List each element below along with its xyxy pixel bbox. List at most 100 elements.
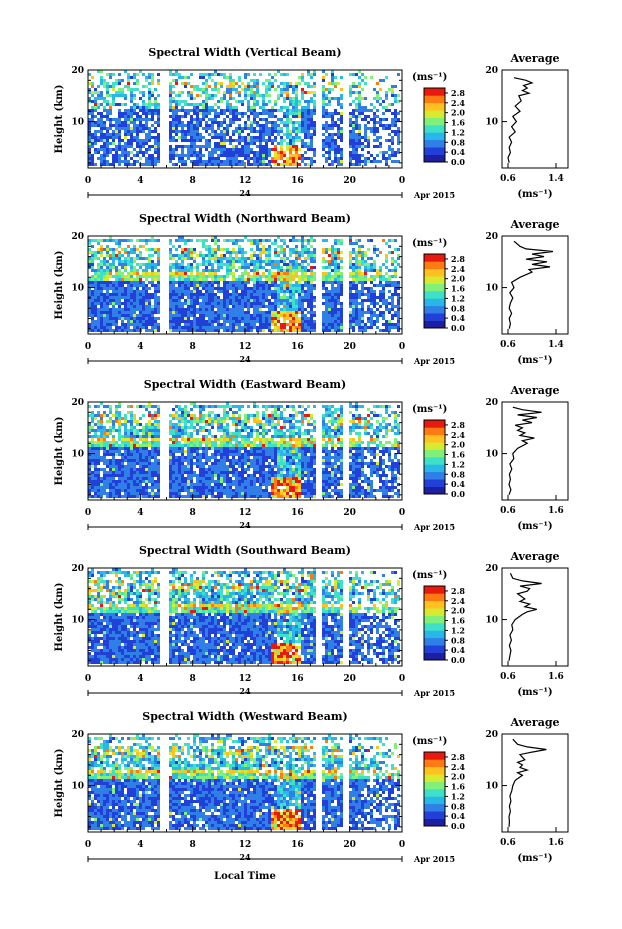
colorbar-tick-label: 0.0 bbox=[451, 489, 465, 499]
colorbar: (ms⁻¹) 2.82.42.01.61.20.80.40.0 bbox=[412, 72, 465, 167]
avg-y-tick-label: 20 bbox=[485, 730, 498, 740]
average-panel: Average 20 10 0.6 1.6 (ms⁻¹) bbox=[485, 550, 569, 698]
colorbar: (ms⁻¹) 2.82.42.01.61.20.80.40.0 bbox=[412, 736, 465, 831]
panel-2: Spectral Width (Northward Beam) 20 10 Heigh… bbox=[54, 212, 569, 366]
average-panel: Average 20 10 0.6 1.6 (ms⁻¹) bbox=[485, 716, 569, 864]
colorbar-swatch bbox=[424, 95, 445, 104]
colorbar-swatch bbox=[424, 645, 445, 653]
y-axis-label: Height (km) bbox=[54, 251, 65, 320]
colorbar-tick-label: 1.6 bbox=[451, 782, 465, 792]
colorbar-tick-label: 1.2 bbox=[451, 791, 465, 801]
avg-x-tick-label: 1.4 bbox=[548, 174, 564, 184]
average-title: Average bbox=[509, 52, 559, 65]
average-profile-line bbox=[508, 572, 542, 661]
x-tick-label: 20 bbox=[343, 508, 356, 518]
heatmap bbox=[88, 402, 400, 498]
avg-y-tick-label: 20 bbox=[485, 66, 498, 76]
y-axis-label: Height (km) bbox=[54, 749, 65, 818]
average-frame bbox=[501, 567, 569, 667]
x-tick-label: 12 bbox=[239, 176, 252, 186]
average-frame bbox=[501, 235, 569, 335]
heatmap bbox=[88, 70, 400, 166]
panel-1: Spectral Width (Vertical Beam) 20 10 Height… bbox=[54, 46, 569, 200]
colorbar-swatch bbox=[424, 420, 445, 428]
colorbar-swatch bbox=[424, 261, 445, 270]
panel-title: Spectral Width (Westward Beam) bbox=[142, 710, 347, 723]
y-tick-label: 20 bbox=[71, 564, 84, 574]
average-panel: Average 20 10 0.6 1.4 (ms⁻¹) bbox=[485, 52, 569, 200]
colorbar-swatch bbox=[424, 818, 445, 827]
colorbar-tick-label: 2.4 bbox=[451, 98, 465, 108]
average-unit-label: (ms⁻¹) bbox=[517, 189, 552, 200]
colorbar-swatch bbox=[424, 427, 445, 436]
colorbar-swatch bbox=[424, 125, 445, 133]
colorbar-swatch bbox=[424, 298, 445, 307]
colorbar-swatch bbox=[424, 789, 445, 797]
y-tick-label: 10 bbox=[71, 284, 84, 294]
avg-y-tick-label: 10 bbox=[485, 450, 498, 460]
average-unit-label: (ms⁻¹) bbox=[517, 355, 552, 366]
colorbar-tick-label: 0.0 bbox=[451, 821, 465, 831]
avg-x-tick-label: 0.6 bbox=[500, 838, 516, 848]
x-tick-label: 8 bbox=[190, 674, 196, 684]
colorbar-tick-label: 2.8 bbox=[451, 88, 465, 98]
avg-y-tick-label: 10 bbox=[485, 284, 498, 294]
colorbar-tick-label: 2.0 bbox=[451, 108, 465, 118]
colorbar-tick-label: 2.4 bbox=[451, 430, 465, 440]
y-tick-label: 10 bbox=[71, 450, 84, 460]
average-panel: Average 20 10 0.6 1.4 (ms⁻¹) bbox=[485, 218, 569, 366]
colorbar: (ms⁻¹) 2.82.42.01.61.20.80.40.0 bbox=[412, 404, 465, 499]
colorbar-swatch bbox=[424, 254, 445, 262]
colorbar-swatch bbox=[424, 637, 445, 646]
colorbar-tick-label: 1.6 bbox=[451, 118, 465, 128]
y-tick-label: 10 bbox=[71, 118, 84, 128]
x-tick-label: 16 bbox=[291, 508, 304, 518]
heatmap bbox=[88, 568, 400, 664]
avg-y-tick-label: 10 bbox=[485, 616, 498, 626]
avg-y-tick-label: 20 bbox=[485, 398, 498, 408]
panel-title: Spectral Width (Vertical Beam) bbox=[148, 46, 341, 59]
colorbar-tick-label: 0.0 bbox=[451, 655, 465, 665]
x-tick-label: 12 bbox=[239, 342, 252, 352]
avg-y-tick-label: 20 bbox=[485, 232, 498, 242]
avg-x-tick-label: 0.6 bbox=[500, 506, 516, 516]
colorbar-tick-label: 1.6 bbox=[451, 450, 465, 460]
average-panel: Average 20 10 0.6 1.6 (ms⁻¹) bbox=[485, 384, 569, 532]
colorbar-swatch bbox=[424, 623, 445, 631]
x-tick-label: 20 bbox=[343, 674, 356, 684]
colorbar-unit: (ms⁻¹) bbox=[412, 72, 447, 83]
x-tick-label: 12 bbox=[239, 508, 252, 518]
colorbar-swatch bbox=[424, 600, 445, 609]
colorbar-unit: (ms⁻¹) bbox=[412, 238, 447, 249]
average-profile-line bbox=[507, 77, 534, 163]
y-axis-label: Height (km) bbox=[54, 85, 65, 154]
date-label: Apr 2015 bbox=[413, 522, 455, 532]
colorbar-tick-label: 2.4 bbox=[451, 762, 465, 772]
colorbar-frame bbox=[423, 87, 446, 163]
colorbar-swatch bbox=[424, 102, 445, 111]
avg-x-tick-label: 1.6 bbox=[548, 672, 564, 682]
colorbar-tick-label: 2.8 bbox=[451, 420, 465, 430]
avg-x-tick-label: 1.6 bbox=[548, 838, 564, 848]
x-tick-label: 4 bbox=[137, 674, 143, 684]
x-tick-label: 0 bbox=[399, 674, 405, 684]
x-tick-label: 0 bbox=[399, 508, 405, 518]
avg-x-tick-label: 0.6 bbox=[500, 340, 516, 350]
colorbar-swatch bbox=[424, 464, 445, 473]
colorbar-tick-label: 1.2 bbox=[451, 293, 465, 303]
colorbar-swatch bbox=[424, 457, 445, 465]
colorbar-tick-label: 2.0 bbox=[451, 772, 465, 782]
average-title: Average bbox=[509, 550, 559, 563]
avg-y-tick-label: 20 bbox=[485, 564, 498, 574]
colorbar-swatch bbox=[424, 486, 445, 495]
colorbar-tick-label: 0.4 bbox=[451, 313, 465, 323]
colorbar-swatch bbox=[424, 283, 445, 292]
colorbar-tick-label: 1.2 bbox=[451, 459, 465, 469]
colorbar: (ms⁻¹) 2.82.42.01.61.20.80.40.0 bbox=[412, 238, 465, 333]
colorbar-swatch bbox=[424, 766, 445, 775]
x-tick-label: 16 bbox=[291, 674, 304, 684]
colorbar-tick-label: 1.2 bbox=[451, 625, 465, 635]
colorbar-frame bbox=[423, 419, 446, 495]
colorbar-swatch bbox=[424, 752, 445, 760]
colorbar-swatch bbox=[424, 471, 445, 480]
